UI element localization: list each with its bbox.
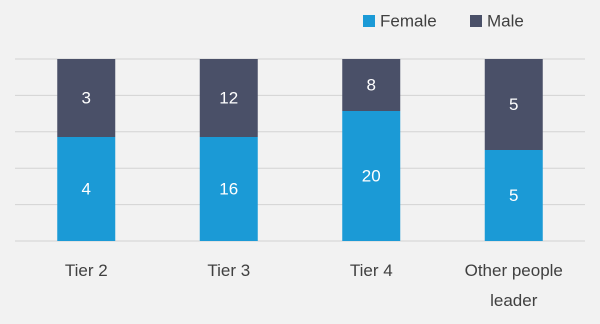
bar-segment — [57, 137, 116, 241]
data-label: 12 — [219, 88, 238, 107]
bar-segment — [342, 111, 401, 241]
data-label: 16 — [219, 179, 238, 198]
data-label: 8 — [367, 75, 376, 94]
data-label: 5 — [509, 95, 518, 114]
x-tick-label: Tier 4 — [349, 261, 393, 280]
bar-segment — [57, 59, 116, 137]
bar-segment — [199, 137, 258, 241]
legend-label: Male — [487, 11, 524, 30]
x-tick-label: Other people leader — [464, 261, 563, 310]
legend-label: Female — [380, 11, 437, 30]
data-label: 3 — [82, 88, 91, 107]
legend-swatch — [363, 15, 375, 27]
bar-segment — [484, 59, 543, 150]
bar-segment — [484, 150, 543, 241]
x-tick-label: Tier 2 — [64, 261, 108, 280]
data-label: 4 — [82, 179, 91, 198]
data-label: 20 — [362, 166, 381, 185]
x-tick-label: Tier 3 — [207, 261, 251, 280]
bar-segment — [342, 59, 401, 111]
bar-segment — [199, 59, 258, 137]
data-label: 5 — [509, 186, 518, 205]
legend-swatch — [470, 15, 482, 27]
